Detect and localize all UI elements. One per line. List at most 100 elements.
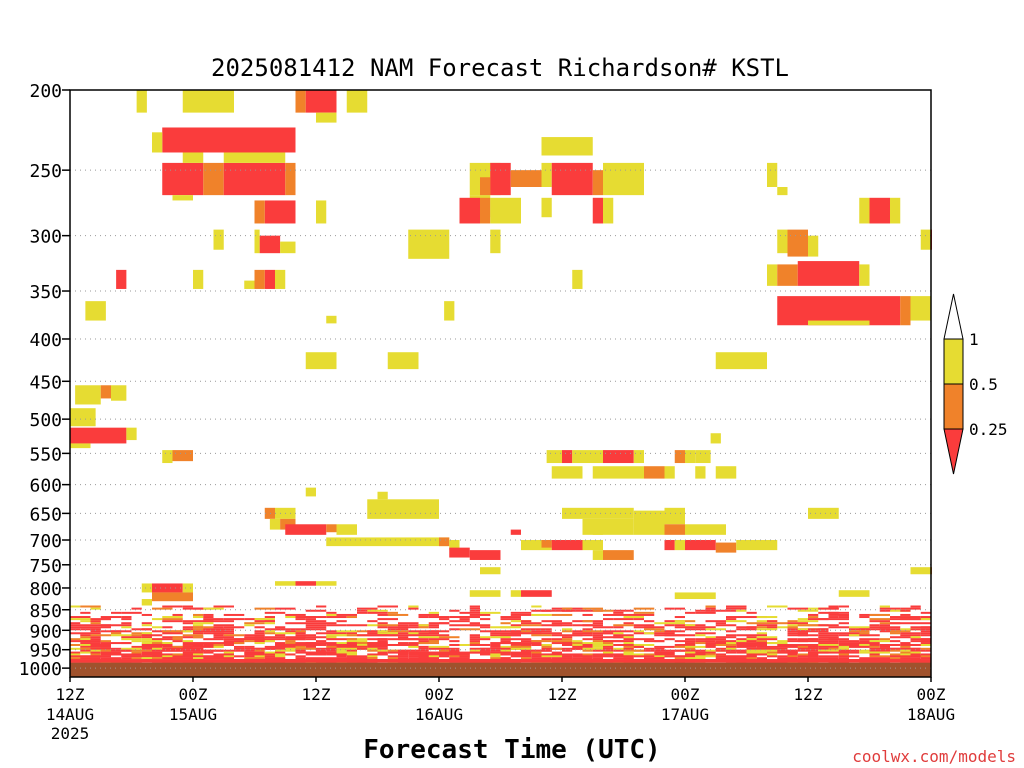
ri-cell xyxy=(408,651,419,654)
ri-cell xyxy=(705,653,716,656)
ri-cell xyxy=(126,427,137,441)
y-axis: 200 250 300 350 400 450 500 550 600 650 700 7508008… xyxy=(19,81,70,680)
ri-cell xyxy=(428,655,439,658)
ri-cell xyxy=(562,636,573,639)
ri-cell xyxy=(316,651,337,654)
ri-cell xyxy=(193,616,204,619)
ri-cell xyxy=(305,609,327,612)
ri-cell xyxy=(111,647,122,650)
ri-cell xyxy=(592,657,603,660)
ri-cell xyxy=(582,624,603,627)
ri-cell xyxy=(562,655,573,658)
ri-cell xyxy=(449,651,460,654)
ri-cell xyxy=(521,540,552,551)
ri-cell xyxy=(377,626,388,629)
ri-cell xyxy=(685,651,696,654)
ri-cell xyxy=(756,645,767,648)
ri-cell xyxy=(428,651,439,654)
ri-cell xyxy=(726,645,737,648)
ri-cell xyxy=(131,640,142,643)
ri-cell xyxy=(162,127,296,153)
ri-cell xyxy=(469,640,480,643)
ri-cell xyxy=(439,618,450,621)
ri-cell xyxy=(592,636,603,639)
y-tick-label: 750 xyxy=(29,556,62,577)
ri-cell xyxy=(890,630,911,633)
ri-cell xyxy=(603,642,614,645)
ri-cell xyxy=(182,640,193,643)
ri-cell xyxy=(469,636,480,639)
ri-cell xyxy=(920,653,931,656)
ri-cell xyxy=(859,638,880,641)
ri-cell xyxy=(705,620,726,623)
ri-cell xyxy=(346,90,368,113)
ri-cell xyxy=(808,640,829,643)
ri-cell xyxy=(264,620,275,623)
ri-cell xyxy=(90,626,111,629)
ri-cell xyxy=(644,647,655,650)
ri-cell xyxy=(141,583,152,593)
ri-cell xyxy=(131,655,152,658)
ri-cell xyxy=(193,636,204,639)
ri-cell xyxy=(449,657,470,660)
ri-cell xyxy=(603,197,614,224)
ri-cell xyxy=(746,657,757,660)
ri-cell xyxy=(500,651,511,654)
ri-cell xyxy=(531,634,542,637)
ri-cell xyxy=(213,643,224,646)
ri-cell xyxy=(223,655,234,658)
ri-cell xyxy=(695,611,716,614)
ri-cell xyxy=(275,634,286,637)
ri-cell xyxy=(705,605,716,608)
ri-cell xyxy=(685,642,696,645)
ri-cell xyxy=(818,632,829,635)
ri-cell xyxy=(223,152,286,163)
ri-cell xyxy=(264,636,286,639)
ri-cell xyxy=(418,638,429,641)
legend-arrow-bottom xyxy=(943,428,964,475)
ri-cell xyxy=(756,616,778,619)
ri-cell xyxy=(254,200,265,224)
x-tick-label: 12Z xyxy=(302,685,331,704)
ri-cell xyxy=(398,651,409,654)
ri-cell xyxy=(828,626,849,629)
ri-cell xyxy=(305,90,337,113)
ri-cell xyxy=(541,197,552,218)
x-axis-label: Forecast Time (UTC) xyxy=(363,735,660,765)
chart-title: 2025081412 NAM Forecast Richardson# KSTL xyxy=(211,54,789,82)
ri-cell xyxy=(193,632,204,635)
ri-cell xyxy=(715,653,726,656)
ri-cell xyxy=(428,626,439,629)
y-tick-label: 800 xyxy=(29,579,62,600)
ri-cell xyxy=(244,634,255,637)
ri-cell xyxy=(111,651,122,654)
ri-cell xyxy=(469,649,480,652)
ri-cell xyxy=(603,450,634,464)
ri-cell xyxy=(203,638,224,641)
ri-cell xyxy=(726,651,737,654)
ri-cell xyxy=(562,609,583,612)
ri-cell xyxy=(326,315,337,324)
ri-cell xyxy=(182,620,193,623)
ri-cell xyxy=(500,649,511,652)
ri-cell xyxy=(162,450,173,464)
ri-cell xyxy=(756,628,778,631)
ri-cell xyxy=(572,269,583,289)
ri-cell xyxy=(787,620,798,623)
ri-cell xyxy=(613,640,634,643)
ri-cell xyxy=(234,642,245,645)
ri-cell xyxy=(705,645,716,648)
ri-cell xyxy=(674,607,685,610)
ri-cell xyxy=(736,605,747,608)
ri-cell xyxy=(203,162,224,196)
ri-cell xyxy=(695,632,706,635)
ri-cell xyxy=(838,622,849,625)
ri-cell xyxy=(879,626,901,629)
ri-cell xyxy=(510,170,542,187)
ri-cell xyxy=(531,630,542,633)
ri-cell xyxy=(264,269,275,289)
ri-cell xyxy=(469,634,480,637)
ri-cell xyxy=(910,647,921,650)
ri-cell xyxy=(818,649,829,652)
ri-cell xyxy=(705,638,726,641)
